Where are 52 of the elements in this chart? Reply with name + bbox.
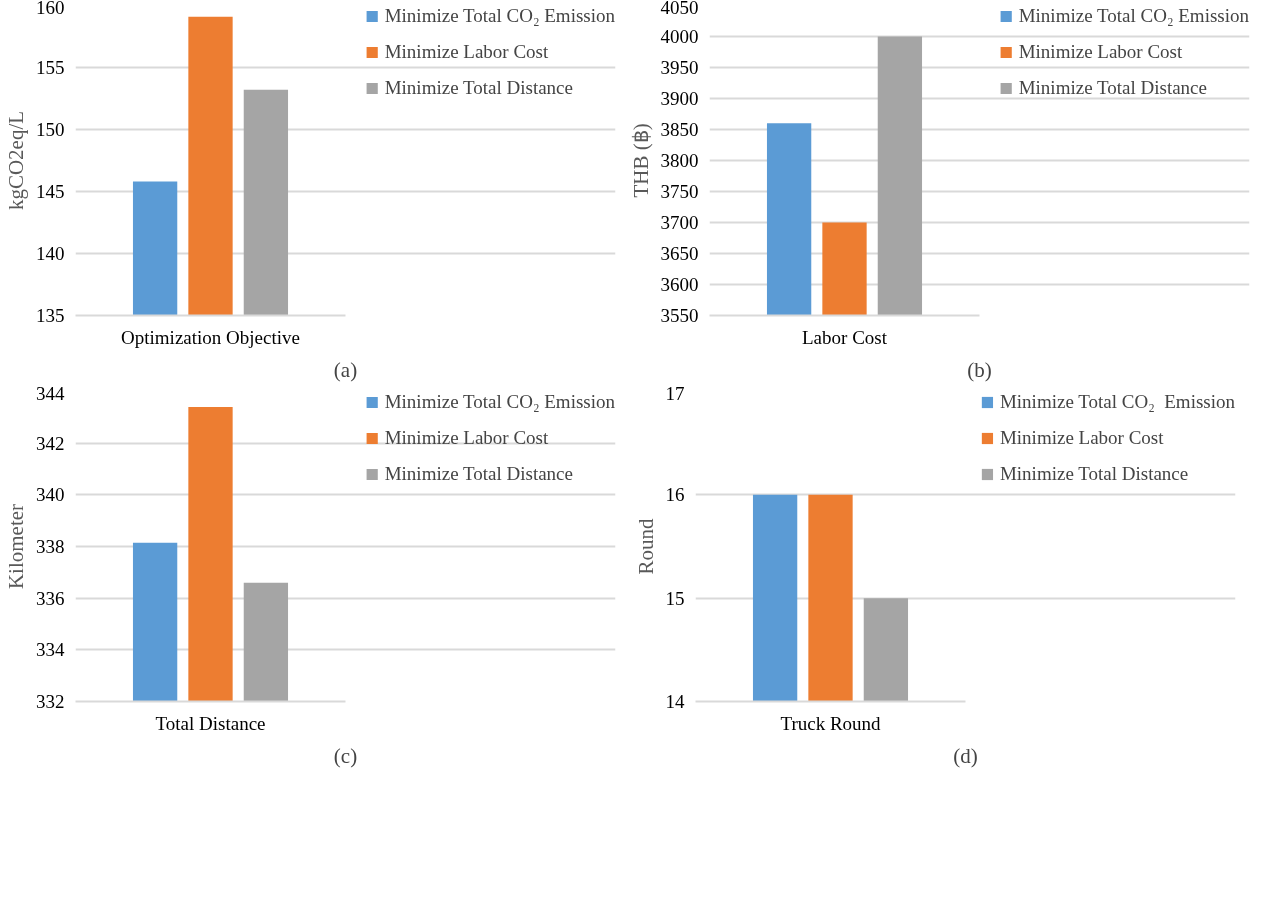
y-tick-label: 4000 <box>660 26 699 47</box>
legend-label: Minimize Total CO₂ Emission <box>999 391 1235 413</box>
y-axis-title: THB (฿) <box>628 123 653 198</box>
x-tick-label: Truck Round <box>780 712 882 734</box>
y-tick-label: 344 <box>36 382 65 404</box>
legend-label: Minimize Total Distance <box>384 463 573 485</box>
y-tick-label: 338 <box>36 536 65 557</box>
y-tick-label: 160 <box>36 0 65 18</box>
legend-label: Minimize Labor Cost <box>384 427 549 449</box>
y-tick-label: 140 <box>36 243 65 264</box>
y-tick-label: 3900 <box>660 88 699 109</box>
legend-label: Minimize Labor Cost <box>999 427 1164 449</box>
y-tick-label: 150 <box>36 119 65 140</box>
legend-label: Minimize Total Distance <box>999 463 1189 485</box>
text: (b) <box>967 357 992 382</box>
y-tick-label: 342 <box>36 432 65 454</box>
y-tick-label: 3850 <box>660 119 699 140</box>
y-tick-label: 3550 <box>660 305 699 326</box>
y-tick-label: 3750 <box>660 181 699 202</box>
legend-label: Minimize Total Distance <box>384 77 573 99</box>
y-tick-label: 332 <box>36 691 65 712</box>
x-tick-label: Optimization Objective <box>121 326 300 348</box>
legend-label: Minimize Labor Cost <box>1018 41 1183 63</box>
y-tick-label: 3650 <box>660 243 699 264</box>
text: (a) <box>333 357 358 382</box>
x-tick-label: Total Distance <box>155 712 266 734</box>
legend-label: Minimize Total CO₂ Emission <box>384 5 615 27</box>
y-tick-label: 145 <box>36 181 65 202</box>
y-tick-label: 15 <box>665 587 685 609</box>
y-tick-label: 3700 <box>660 212 699 233</box>
y-tick-label: 340 <box>36 484 65 506</box>
x-tick-label: Labor Cost <box>802 326 888 348</box>
text: (c) <box>333 743 358 768</box>
legend-label: Minimize Labor Cost <box>384 41 549 63</box>
legend-label: Minimize Total CO₂ Emission <box>384 391 615 413</box>
y-tick-label: 3600 <box>660 274 699 295</box>
text: (d) <box>953 743 978 768</box>
y-axis-title: Kilometer <box>4 503 28 590</box>
y-tick-label: 155 <box>36 57 65 78</box>
y-tick-label: 17 <box>665 382 685 404</box>
y-axis-title: kgCO2eq/L <box>4 110 28 211</box>
y-tick-label: 16 <box>665 484 685 506</box>
y-tick-label: 336 <box>36 587 65 609</box>
legend-label: Minimize Total Distance <box>1018 77 1207 99</box>
y-tick-label: 334 <box>36 639 65 661</box>
legend-label: Minimize Total CO₂ Emission <box>1018 5 1249 27</box>
y-tick-label: 3800 <box>660 150 699 171</box>
y-tick-label: 14 <box>665 691 685 712</box>
y-tick-label: 135 <box>36 305 65 326</box>
y-tick-label: 3950 <box>660 57 699 78</box>
y-axis-title: Round <box>633 518 658 575</box>
y-tick-label: 4050 <box>660 0 699 18</box>
